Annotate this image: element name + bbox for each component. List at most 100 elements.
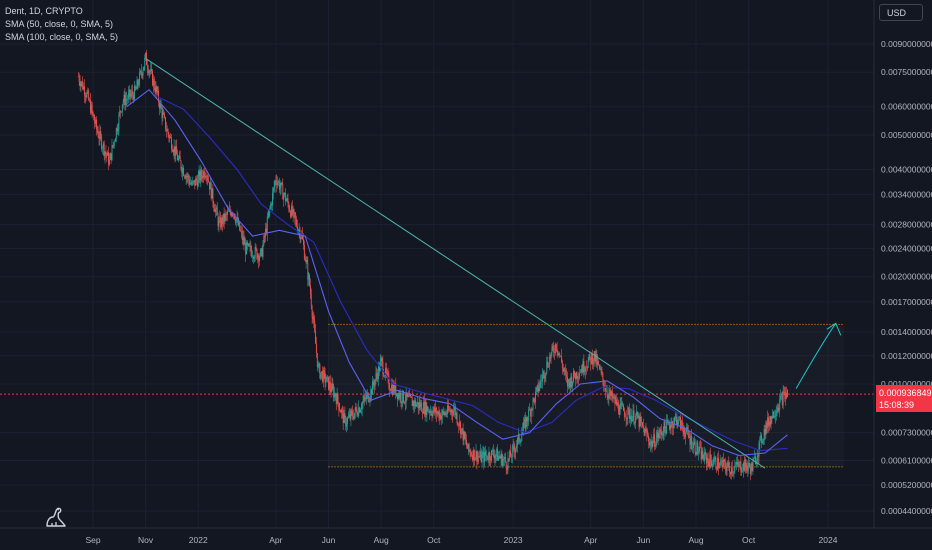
candle-body (388, 375, 390, 389)
candle-body (180, 161, 182, 169)
candle-body (672, 421, 674, 429)
candle-body (651, 441, 653, 447)
candle-body (337, 393, 339, 403)
candle-body (473, 449, 475, 461)
candle-body (670, 424, 672, 429)
candle-body (579, 373, 580, 378)
candle-body (450, 410, 452, 412)
time-axis[interactable]: Sep Nov 2022 Apr Jun Aug Oct 2023 Apr Jun Aug Oct 20… (85, 535, 837, 545)
candle-body (102, 148, 103, 149)
candle-body (89, 99, 90, 101)
legend-sma-100[interactable]: SMA (100, close, 0, SMA, 5) (5, 32, 119, 42)
candle-body (393, 384, 395, 393)
candle-body (290, 211, 292, 217)
candle-body (428, 410, 430, 413)
candle-body (356, 409, 358, 415)
candle-body (721, 460, 723, 462)
current-price-tag: 0.000936849 15:08:39 (876, 385, 932, 412)
candle-body (539, 381, 541, 388)
candle-body (332, 383, 334, 388)
candle-body (327, 376, 329, 378)
price-tick-label: 0.0010000000 (881, 379, 932, 389)
candle-body (396, 393, 398, 396)
candle-body (118, 114, 120, 129)
candle-body (469, 450, 471, 452)
candle-body (730, 471, 731, 475)
candle-body (564, 370, 566, 371)
candle-body (542, 371, 544, 376)
candle-body (754, 456, 756, 459)
price-tick-label: 0.0050000000 (881, 130, 932, 140)
candle-body (658, 434, 660, 438)
candle-body (702, 451, 704, 459)
candle-body (271, 203, 273, 206)
price-axis[interactable]: 0.0090000000 0.0075000000 0.0060000000 0.00… (881, 39, 932, 516)
candle-body (724, 461, 726, 468)
legend-symbol[interactable]: Dent, 1D, CRYPTO (5, 6, 83, 16)
candle-body (603, 379, 605, 387)
candle-body (195, 178, 197, 186)
candle-body (653, 434, 655, 442)
candle-body (461, 428, 463, 429)
candle-body (203, 171, 205, 178)
candle-body (104, 151, 106, 156)
candle-body (482, 452, 484, 455)
candle-body (442, 410, 444, 412)
candle-body (363, 396, 365, 401)
legend-sma-50[interactable]: SMA (50, close, 0, SMA, 5) (5, 19, 114, 29)
candle-body (404, 401, 406, 404)
time-tick-label: Oct (427, 535, 441, 545)
candle-body (338, 402, 340, 411)
candle-body (258, 255, 260, 262)
candle-body (269, 208, 271, 211)
candle-body (627, 407, 629, 418)
candle-body (503, 459, 505, 460)
price-tick-label: 0.0020000000 (881, 272, 932, 282)
candle-body (204, 176, 206, 178)
candle-body (648, 435, 650, 442)
candle-body (494, 455, 496, 459)
candle-body (241, 231, 243, 240)
candle-body (294, 212, 296, 218)
drawings-overlay[interactable] (145, 57, 842, 469)
price-tick-label: 0.0012000000 (881, 351, 932, 361)
tradingview-dino-icon[interactable] (44, 506, 68, 528)
candle-body (438, 411, 440, 419)
candle-body (602, 372, 604, 380)
candle-body (302, 233, 304, 240)
candle-body (765, 422, 767, 435)
candle-body (77, 76, 79, 77)
candle-body (661, 433, 663, 435)
candle-body (665, 427, 667, 434)
candle-body (406, 392, 408, 397)
candle-body (405, 392, 407, 402)
candle-body (123, 94, 125, 102)
candle-body (184, 176, 186, 179)
candle-body (305, 259, 307, 262)
candle-body (617, 402, 618, 406)
candle-body (230, 212, 232, 216)
candle-body (198, 171, 200, 176)
candle-body (570, 376, 572, 388)
candle-body (88, 90, 90, 100)
candle-body (238, 221, 240, 225)
candle-body (621, 403, 623, 406)
candle-body (520, 440, 522, 442)
candle-body (504, 457, 505, 460)
candle-body (117, 128, 119, 132)
currency-button[interactable]: USD (879, 4, 923, 21)
candle-body (221, 217, 222, 228)
candle-body (252, 256, 254, 258)
candle-body (152, 79, 154, 86)
candle-body (131, 91, 133, 95)
candle-body (568, 379, 570, 382)
drawings[interactable] (0, 323, 874, 468)
candle-body (386, 373, 388, 374)
candle-body (307, 263, 309, 280)
candle-body (751, 463, 753, 472)
candle-body (643, 427, 645, 436)
candle-body (646, 431, 648, 436)
candle-body (309, 274, 310, 286)
